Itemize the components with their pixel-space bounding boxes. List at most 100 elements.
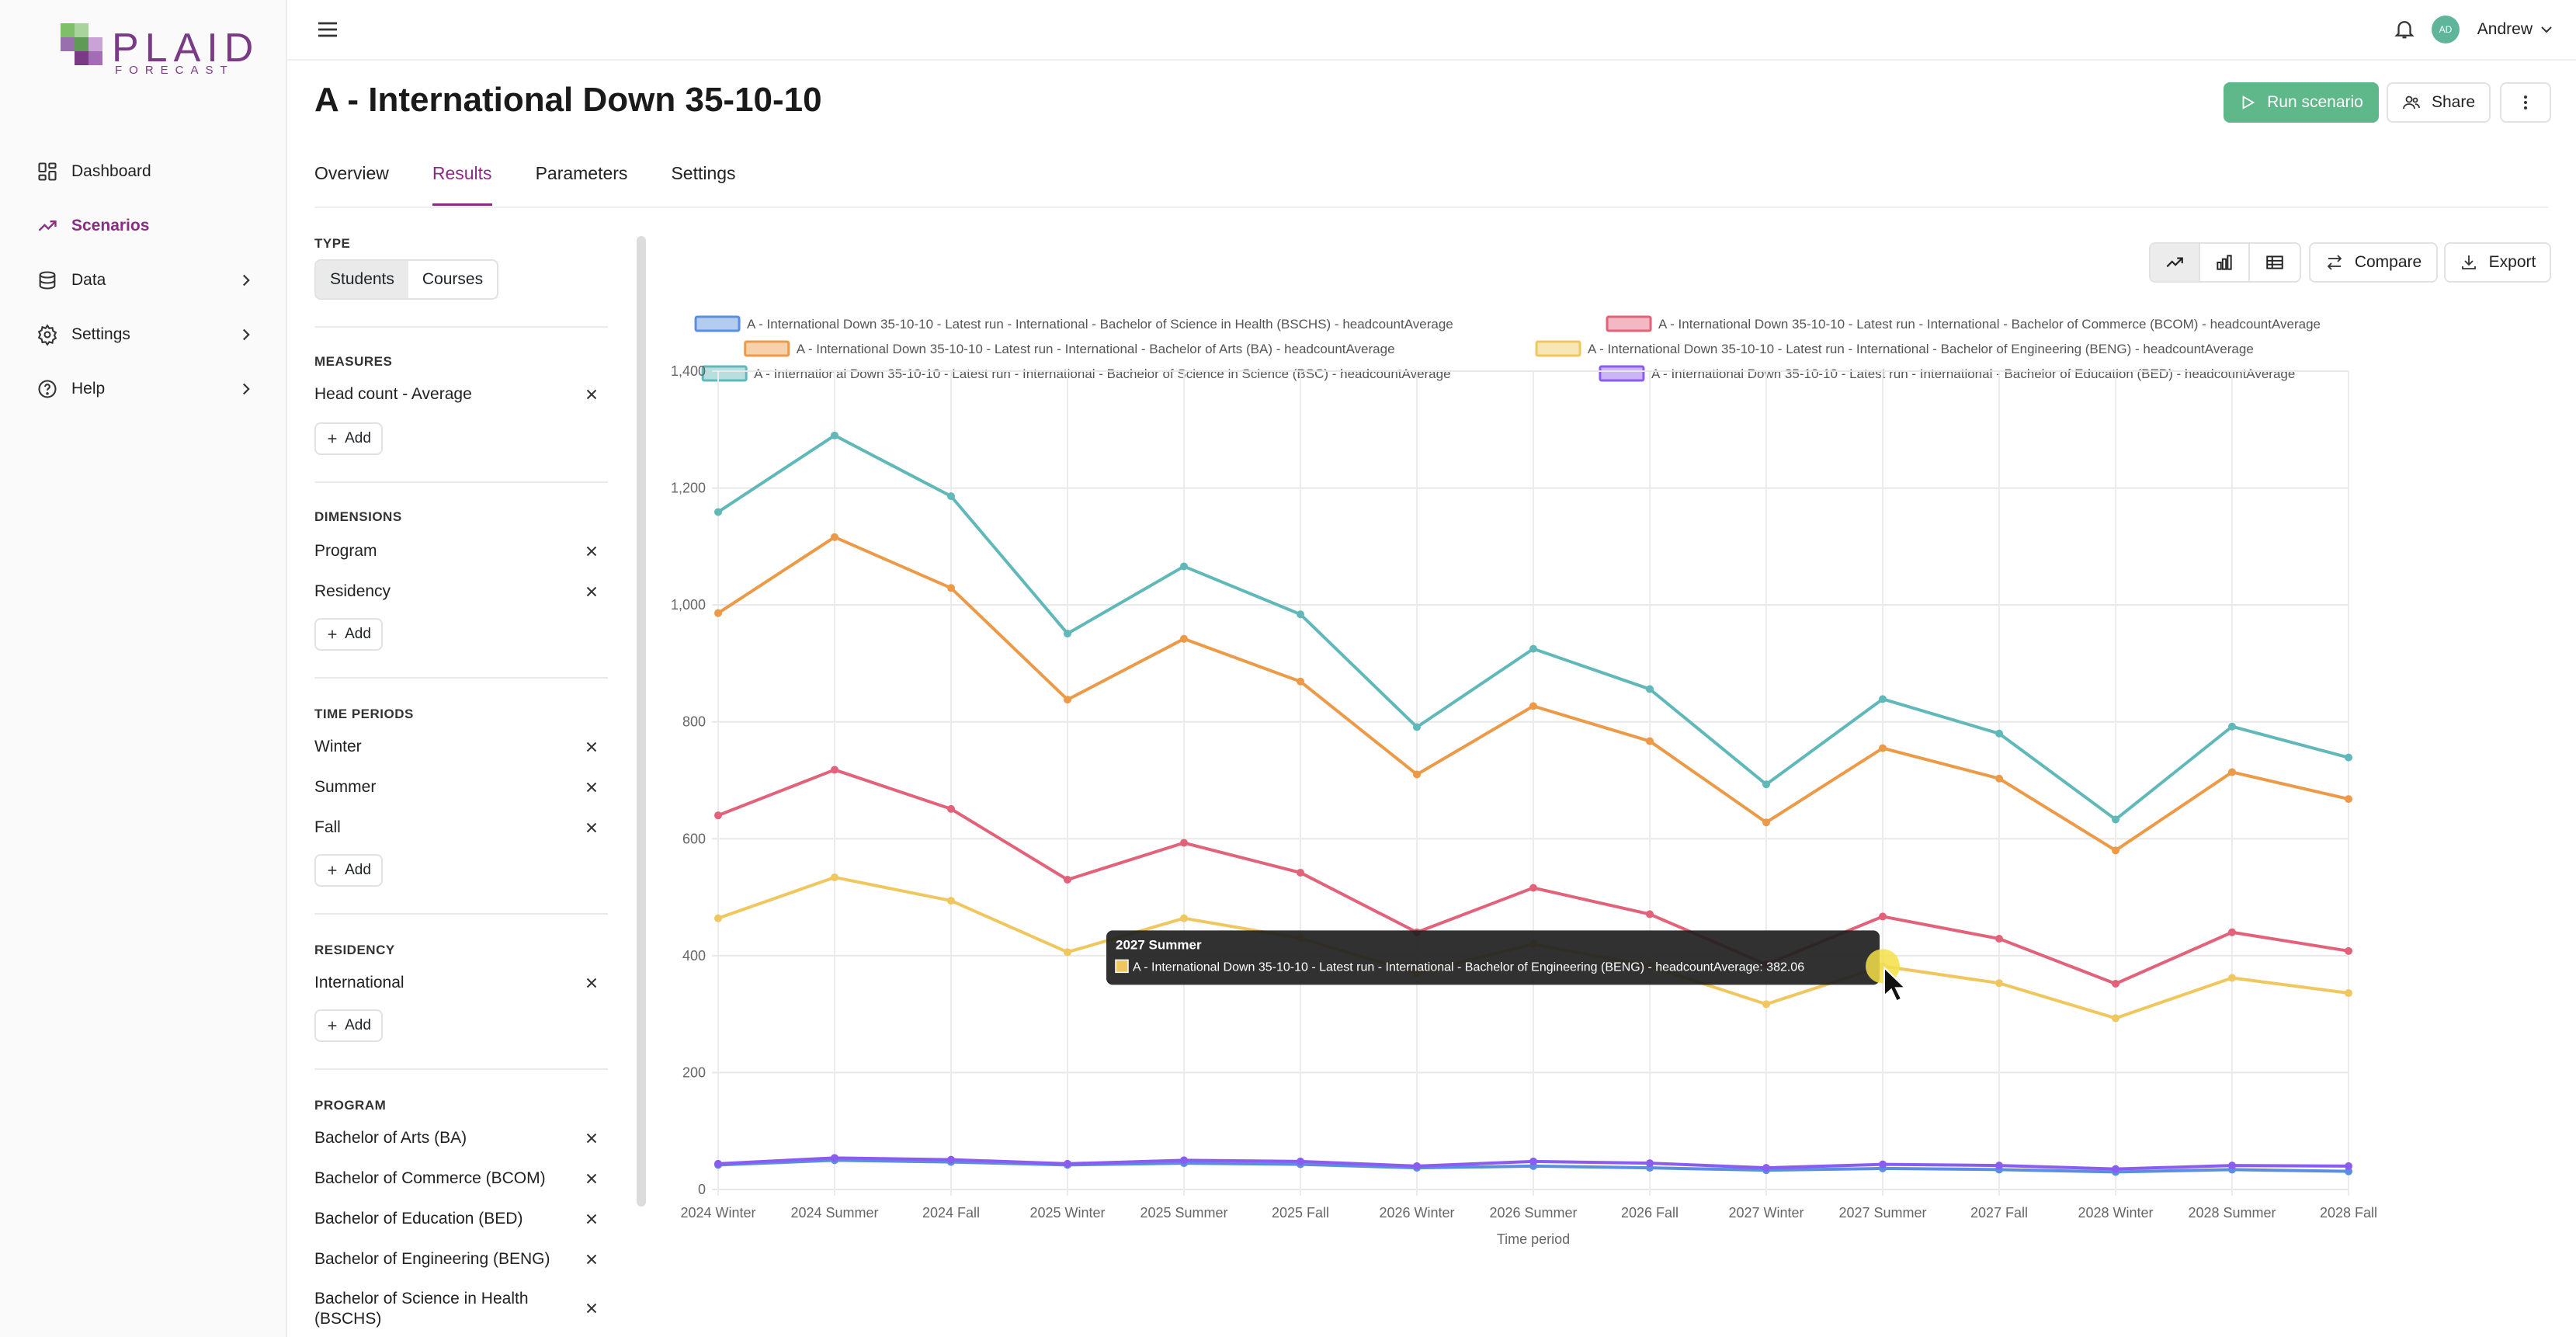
legend-swatch xyxy=(1606,315,1652,332)
data-point xyxy=(2345,753,2352,762)
remove-icon[interactable] xyxy=(583,1170,600,1187)
remove-icon[interactable] xyxy=(583,1130,600,1147)
dimension-item: Residency xyxy=(314,576,608,607)
type-option-courses[interactable]: Courses xyxy=(422,270,484,288)
panel-scrollbar[interactable] xyxy=(637,236,646,1207)
add-residency-button[interactable]: Add xyxy=(314,1009,383,1042)
data-point xyxy=(1413,770,1421,779)
export-button[interactable]: Export xyxy=(2444,242,2551,283)
tab-overview[interactable]: Overview xyxy=(314,163,389,183)
x-tick-label: 2024 Winter xyxy=(680,1205,755,1221)
data-point xyxy=(1529,1157,1537,1165)
trend-icon xyxy=(34,213,61,239)
legend-swatch xyxy=(1535,340,1581,357)
tooltip-swatch xyxy=(1115,959,1129,974)
x-tick-label: 2026 Fall xyxy=(1621,1205,1679,1221)
bell-icon[interactable] xyxy=(2393,17,2416,40)
type-option-students[interactable]: Students xyxy=(316,261,408,298)
remove-icon[interactable] xyxy=(583,386,600,403)
add-time-period-button[interactable]: Add xyxy=(314,854,383,887)
plus-icon xyxy=(328,434,337,443)
add-label: Add xyxy=(345,430,371,446)
data-point xyxy=(1064,1159,1071,1168)
y-tick-label: 1,000 xyxy=(671,597,706,613)
data-point xyxy=(947,897,955,905)
legend-swatch xyxy=(1599,365,1645,382)
line-chart-view-button[interactable] xyxy=(2151,244,2200,281)
data-point xyxy=(947,804,955,813)
remove-icon[interactable] xyxy=(583,779,600,796)
chart-legend: A - International Down 35-10-10 - Latest… xyxy=(694,315,2321,382)
swap-icon xyxy=(2327,255,2342,270)
data-point xyxy=(1995,774,2003,783)
remove-icon[interactable] xyxy=(583,1210,600,1228)
data-point xyxy=(2345,795,2352,804)
sidebar-item-scenarios[interactable]: Scenarios xyxy=(34,199,259,253)
data-point xyxy=(1879,1160,1887,1169)
data-point xyxy=(2112,846,2119,855)
data-point xyxy=(2112,979,2119,988)
mouse-cursor xyxy=(1866,949,1908,1002)
x-tick-label: 2026 Summer xyxy=(1489,1205,1577,1221)
user-name[interactable]: Andrew xyxy=(2477,20,2533,38)
help-icon xyxy=(34,376,61,402)
tooltip-box xyxy=(1106,930,1880,985)
plaid-logo-icon xyxy=(61,23,107,70)
topbar: AD Andrew xyxy=(287,0,2576,61)
add-measure-button[interactable]: Add xyxy=(314,422,383,455)
x-tick-label: 2027 Summer xyxy=(1838,1205,1926,1221)
table-icon xyxy=(2266,255,2283,269)
data-point xyxy=(1529,884,1537,892)
sidebar-item-help[interactable]: Help xyxy=(34,362,259,416)
chevron-down-icon[interactable] xyxy=(2537,20,2556,39)
data-point xyxy=(1879,912,1887,921)
data-point xyxy=(1529,702,1537,710)
data-point xyxy=(831,1154,838,1162)
plaid-logo[interactable]: PLAID FORECAST xyxy=(61,22,253,78)
menu-icon[interactable] xyxy=(315,17,340,42)
tab-results[interactable]: Results xyxy=(432,155,492,208)
plus-icon xyxy=(328,866,337,875)
data-point xyxy=(714,811,722,820)
time-period-item: Fall xyxy=(314,812,608,843)
data-point xyxy=(1297,677,1304,686)
x-axis-label: Time period xyxy=(1497,1231,1570,1247)
avatar[interactable]: AD xyxy=(2432,16,2460,43)
data-point xyxy=(1762,780,1770,789)
compare-button[interactable]: Compare xyxy=(2309,242,2438,283)
run-scenario-button[interactable]: Run scenario xyxy=(2224,82,2379,123)
users-icon xyxy=(2403,96,2420,109)
more-options-button[interactable] xyxy=(2500,82,2551,123)
share-button[interactable]: Share xyxy=(2387,82,2491,123)
residency-label: International xyxy=(314,974,404,991)
section-title-time-periods: TIME PERIODS xyxy=(314,707,414,721)
tab-parameters[interactable]: Parameters xyxy=(535,163,628,183)
data-point xyxy=(2228,974,2236,982)
residency-item: International xyxy=(314,967,608,998)
chevron-right-icon xyxy=(242,274,250,286)
legend-item: A - International Down 35-10-10 - Latest… xyxy=(1606,315,2321,332)
sidebar-item-settings[interactable]: Settings xyxy=(34,307,259,362)
data-point xyxy=(1413,723,1421,731)
table-view-button[interactable] xyxy=(2250,244,2300,281)
x-tick-label: 2027 Fall xyxy=(1970,1205,2028,1221)
add-dimension-button[interactable]: Add xyxy=(314,618,383,651)
remove-icon[interactable] xyxy=(583,583,600,600)
sidebar-item-dashboard[interactable]: Dashboard xyxy=(34,144,259,199)
series-4 xyxy=(714,431,2352,824)
remove-icon[interactable] xyxy=(583,1251,600,1268)
program-label: Bachelor of Education (BED) xyxy=(314,1210,523,1228)
data-point xyxy=(2345,989,2352,998)
remove-icon[interactable] xyxy=(583,738,600,755)
sidebar-item-data[interactable]: Data xyxy=(34,253,259,307)
tab-bar: Overview Results Parameters Settings xyxy=(314,155,779,208)
remove-icon[interactable] xyxy=(583,819,600,836)
remove-icon[interactable] xyxy=(583,1300,600,1317)
data-point xyxy=(1762,1164,1770,1172)
data-point xyxy=(1879,744,1887,752)
tab-settings[interactable]: Settings xyxy=(671,163,736,183)
bar-chart-view-button[interactable] xyxy=(2200,244,2250,281)
legend-swatch xyxy=(744,340,790,357)
remove-icon[interactable] xyxy=(583,543,600,560)
remove-icon[interactable] xyxy=(583,974,600,991)
